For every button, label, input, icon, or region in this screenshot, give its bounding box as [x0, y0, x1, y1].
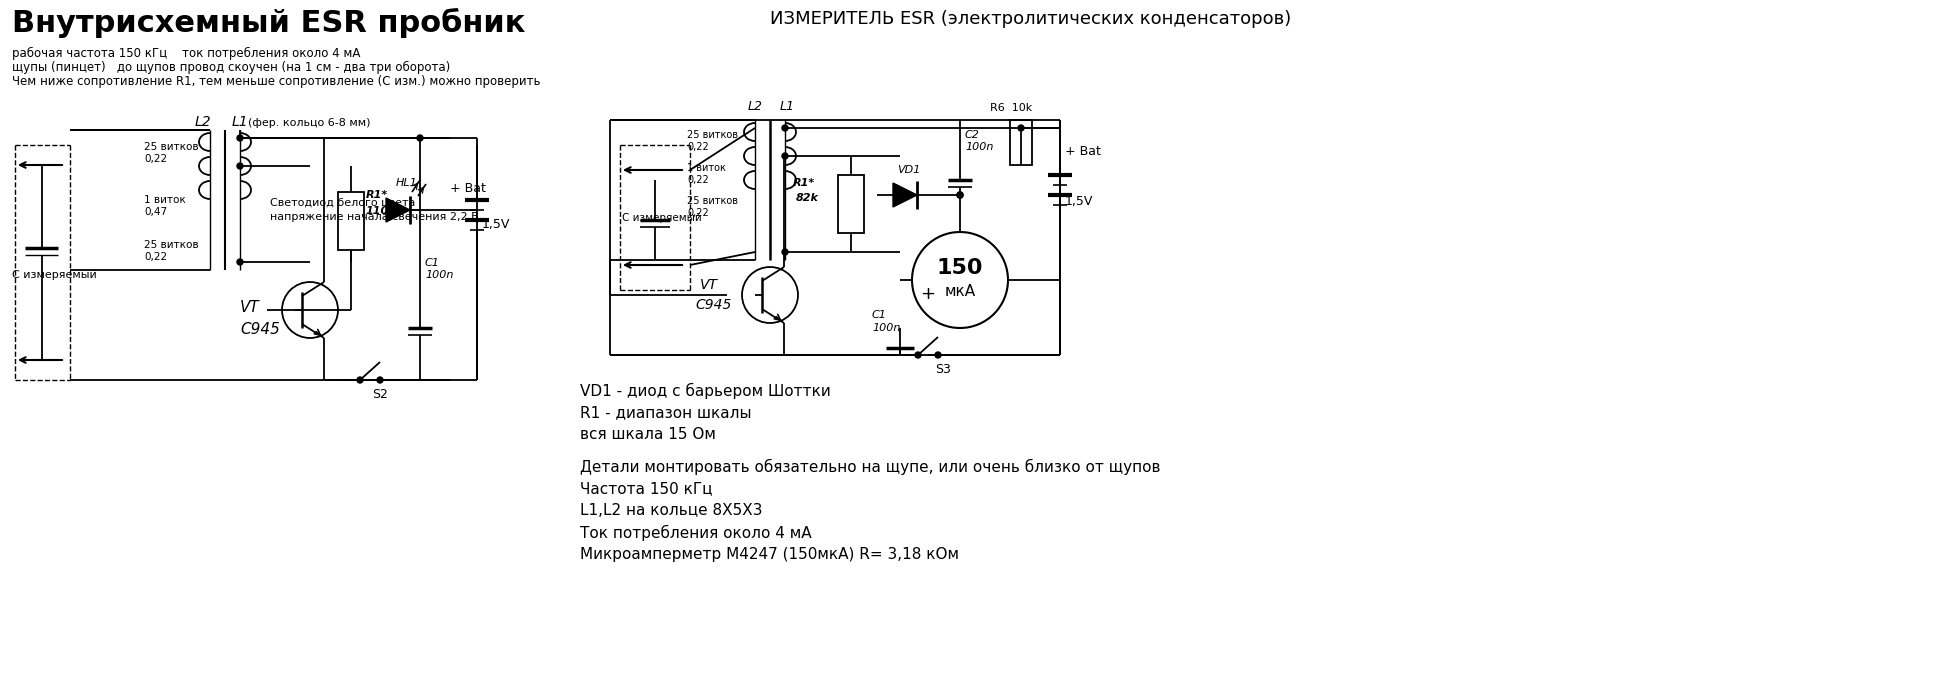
Text: 150: 150 — [937, 258, 983, 278]
Circle shape — [237, 259, 242, 265]
Text: R1*: R1* — [793, 178, 814, 188]
Text: 0,22: 0,22 — [686, 142, 710, 152]
Text: рабочая частота 150 кГц    ток потребления около 4 мА: рабочая частота 150 кГц ток потребления … — [12, 47, 361, 60]
Text: + Bat: + Bat — [450, 182, 487, 195]
Text: C945: C945 — [240, 322, 279, 337]
Text: S2: S2 — [372, 388, 388, 401]
Text: вся шкала 15 Ом: вся шкала 15 Ом — [580, 427, 715, 442]
Text: Чем ниже сопротивление R1, тем меньше сопротивление (С изм.) можно проверить: Чем ниже сопротивление R1, тем меньше со… — [12, 75, 541, 88]
Text: мкА: мкА — [944, 285, 975, 300]
Text: Ток потребления около 4 мА: Ток потребления около 4 мА — [580, 525, 812, 541]
Circle shape — [417, 135, 423, 141]
Text: VD1: VD1 — [898, 165, 921, 175]
Circle shape — [237, 135, 242, 141]
Text: 1,5V: 1,5V — [1065, 195, 1094, 208]
Text: + Bat: + Bat — [1065, 145, 1101, 158]
Polygon shape — [894, 183, 917, 207]
Text: L1,L2 на кольце 8X5X3: L1,L2 на кольце 8X5X3 — [580, 503, 762, 518]
Text: 0,47: 0,47 — [143, 207, 167, 217]
Text: 82k: 82k — [797, 193, 818, 203]
Text: С измеряемый: С измеряемый — [622, 213, 702, 223]
Circle shape — [781, 125, 787, 131]
Text: C1: C1 — [873, 310, 886, 320]
Text: R1 - диапазон шкалы: R1 - диапазон шкалы — [580, 405, 752, 420]
Text: Внутрисхемный ESR пробник: Внутрисхемный ESR пробник — [12, 8, 525, 38]
Text: R1*: R1* — [366, 190, 388, 200]
Text: L2: L2 — [196, 115, 211, 129]
Text: 1 виток: 1 виток — [686, 163, 725, 173]
Text: L1: L1 — [233, 115, 248, 129]
Circle shape — [357, 377, 363, 383]
Text: 100n: 100n — [966, 142, 993, 152]
Polygon shape — [386, 198, 409, 222]
Text: C2: C2 — [966, 130, 979, 140]
Text: L1: L1 — [779, 100, 795, 113]
Circle shape — [1018, 125, 1024, 131]
Text: VT: VT — [240, 300, 260, 315]
Text: щупы (пинцет)   до щупов провод скоучен (на 1 см - два три оборота): щупы (пинцет) до щупов провод скоучен (н… — [12, 61, 450, 74]
Text: L2: L2 — [748, 100, 764, 113]
Text: HL1: HL1 — [396, 178, 417, 188]
Text: 25 витков: 25 витков — [686, 130, 739, 140]
Circle shape — [915, 352, 921, 358]
Text: 1 виток: 1 виток — [143, 195, 186, 205]
Text: R6  10k: R6 10k — [991, 103, 1032, 113]
Text: 0,22: 0,22 — [143, 252, 167, 262]
Text: 25 витков: 25 витков — [143, 142, 198, 152]
Text: VT: VT — [700, 278, 717, 292]
Bar — [838, 175, 865, 233]
Circle shape — [781, 153, 787, 159]
Bar — [1010, 120, 1032, 165]
Text: 25 витков: 25 витков — [686, 196, 739, 206]
Text: +: + — [919, 285, 935, 303]
Text: 0,22: 0,22 — [686, 175, 710, 185]
Text: VD1 - диод с барьером Шоттки: VD1 - диод с барьером Шоттки — [580, 383, 830, 399]
Circle shape — [958, 192, 964, 198]
Bar — [337, 192, 365, 250]
Text: 25 витков: 25 витков — [143, 240, 198, 250]
Text: S3: S3 — [935, 363, 950, 376]
Text: 100n: 100n — [425, 270, 454, 280]
Circle shape — [376, 377, 384, 383]
Text: 0,22: 0,22 — [686, 208, 710, 218]
Text: C1: C1 — [425, 258, 440, 268]
Circle shape — [237, 163, 242, 169]
Text: Светодиод белого цвета: Светодиод белого цвета — [270, 198, 415, 208]
Circle shape — [781, 249, 787, 255]
Text: Частота 150 кГц: Частота 150 кГц — [580, 481, 712, 496]
Circle shape — [935, 352, 940, 358]
Circle shape — [911, 232, 1008, 328]
Text: 0,22: 0,22 — [143, 154, 167, 164]
Text: Микроамперметр М4247 (150мкА) R= 3,18 кОм: Микроамперметр М4247 (150мкА) R= 3,18 кО… — [580, 547, 960, 562]
Text: С измеряемый: С измеряемый — [12, 270, 97, 280]
Text: (фер. кольцо 6-8 мм): (фер. кольцо 6-8 мм) — [248, 118, 370, 128]
Text: ИЗМЕРИТЕЛЬ ESR (электролитических конденсаторов): ИЗМЕРИТЕЛЬ ESR (электролитических конден… — [770, 10, 1291, 28]
Text: напряжение начала свечения 2,2 В: напряжение начала свечения 2,2 В — [270, 212, 479, 222]
Text: Детали монтировать обязательно на щупе, или очень близко от щупов: Детали монтировать обязательно на щупе, … — [580, 459, 1161, 475]
Text: 110k: 110k — [366, 206, 397, 216]
Circle shape — [958, 192, 964, 198]
Text: 1,5V: 1,5V — [483, 218, 510, 231]
Text: 100n: 100n — [873, 323, 900, 333]
Text: C945: C945 — [694, 298, 731, 312]
